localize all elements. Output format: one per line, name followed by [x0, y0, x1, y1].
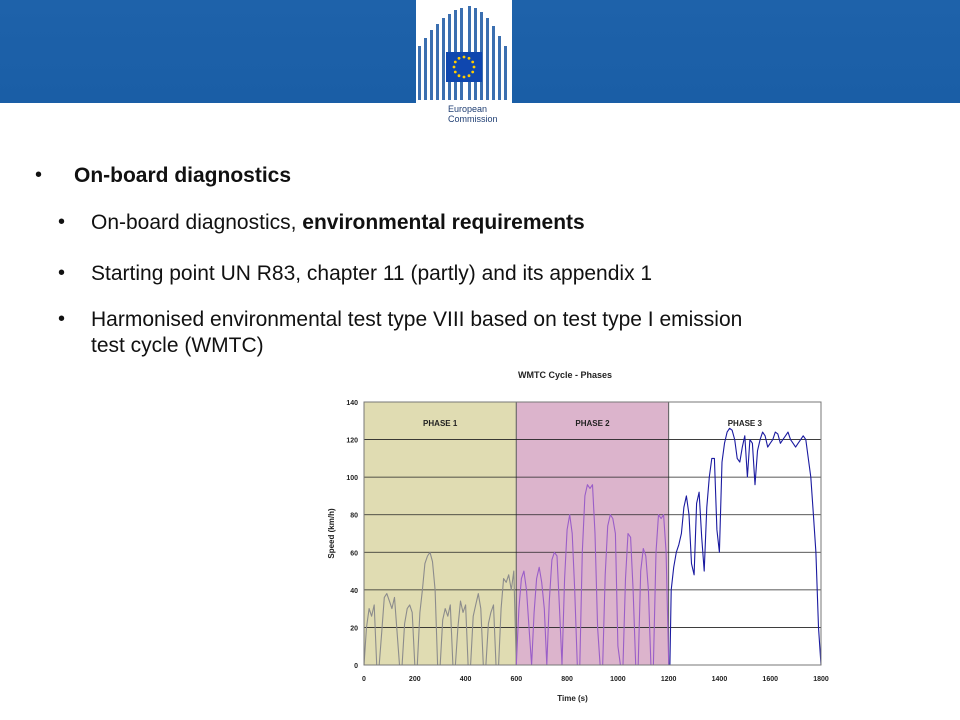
wmtc-chart: WMTC Cycle - Phases PHASE 1 PHASE 2 PHASE 3… — [327, 370, 829, 703]
bullet-dot: • — [58, 262, 66, 284]
y-tick-label: 40 — [350, 588, 358, 595]
bullet-item-continuation: test cycle (WMTC) — [91, 334, 264, 358]
bullet-text: test cycle (WMTC) — [91, 334, 264, 357]
bullet-text: Harmonised environmental test type VIII … — [91, 308, 743, 331]
x-tick-label: 1200 — [661, 676, 677, 683]
x-tick-label: 800 — [561, 676, 573, 683]
logo-line2: Commission — [448, 114, 498, 124]
phase-band — [668, 401, 822, 666]
section-heading: On-board diagnostics — [74, 164, 292, 187]
phase-label: PHASE 1 — [423, 419, 458, 428]
bullet-item: Starting point UN R83, chapter 11 (partl… — [91, 262, 652, 286]
x-tick-label: 1800 — [813, 676, 829, 683]
y-tick-label: 80 — [350, 513, 358, 520]
bullet-text: Starting point UN R83, chapter 11 (partl… — [91, 262, 653, 285]
x-axis-label: Time (s) — [557, 694, 588, 703]
logo-line1: European — [448, 104, 488, 114]
x-tick-label: 1600 — [762, 676, 778, 683]
series-line — [668, 427, 822, 666]
x-tick-label: 200 — [409, 676, 421, 683]
bullet-text: On-board diagnostics, — [91, 211, 303, 234]
y-tick-label: 100 — [346, 475, 358, 482]
y-tick-label: 140 — [346, 400, 358, 407]
phase-band — [363, 401, 517, 666]
x-tick-label: 0 — [362, 676, 366, 683]
bullet-dot: • — [35, 164, 43, 186]
y-tick-label: 20 — [350, 625, 358, 632]
phase-band — [515, 401, 670, 666]
commission-building-icon — [418, 6, 507, 100]
series-line — [515, 484, 670, 666]
y-tick-label: 60 — [350, 550, 358, 557]
x-tick-label: 400 — [460, 676, 472, 683]
phase-label: PHASE 3 — [728, 419, 763, 428]
x-tick-label: 600 — [510, 676, 522, 683]
y-axis-label: Speed (km/h) — [327, 508, 336, 559]
y-tick-label: 0 — [354, 663, 358, 670]
chart-title: WMTC Cycle - Phases — [518, 370, 612, 380]
bullet-emphasis: environmental requirements — [302, 211, 585, 234]
x-tick-label: 1000 — [610, 676, 626, 683]
bullet-dot: • — [58, 308, 66, 330]
logo-wordmark: European Commission — [448, 104, 498, 124]
plot-border — [363, 401, 822, 666]
bullet-item: On-board diagnostics, environmental requ… — [91, 211, 585, 235]
bullet-dot: • — [58, 211, 66, 233]
phase-label: PHASE 2 — [575, 419, 610, 428]
y-tick-label: 120 — [346, 438, 358, 445]
x-tick-label: 1400 — [712, 676, 728, 683]
european-commission-logo: European Commission — [416, 0, 512, 132]
bullet-item: Harmonised environmental test type VIII … — [91, 308, 742, 332]
